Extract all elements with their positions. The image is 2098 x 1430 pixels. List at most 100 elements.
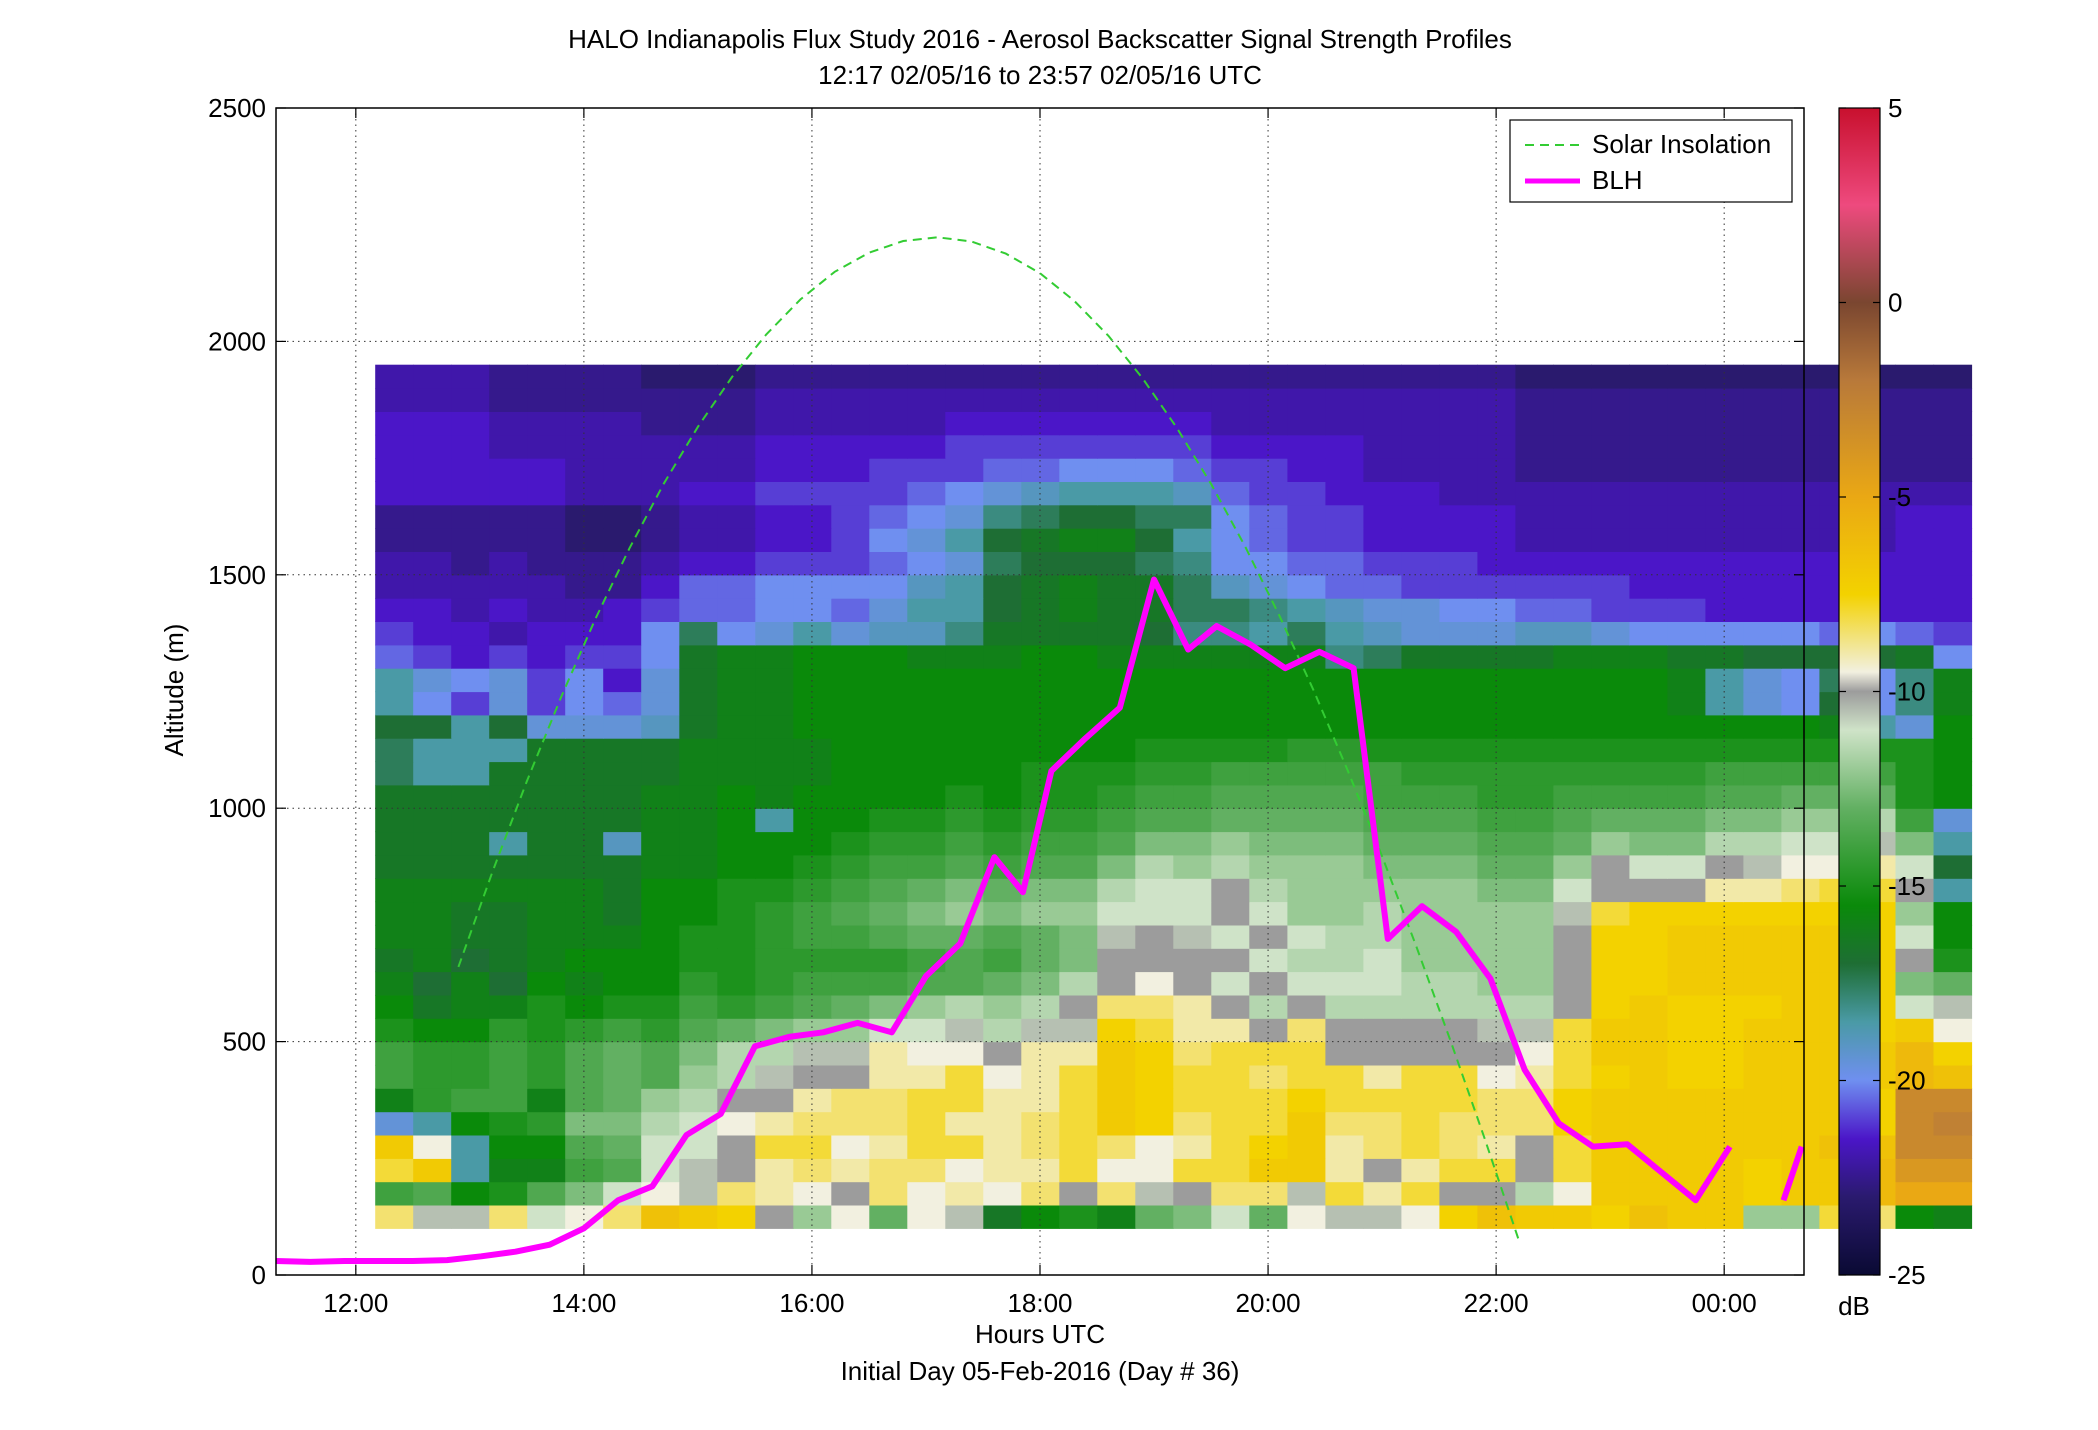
heatmap-cell	[451, 598, 490, 622]
heatmap-cell	[1781, 878, 1820, 903]
heatmap-cell	[983, 1181, 1022, 1206]
heatmap-cell	[679, 854, 718, 879]
heatmap-cell	[1363, 388, 1402, 412]
heatmap-cell	[1287, 1088, 1326, 1113]
heatmap-cell	[527, 551, 566, 576]
heatmap-cell	[1439, 528, 1478, 552]
heatmap-cell	[413, 808, 452, 833]
heatmap-cell	[1135, 481, 1174, 506]
heatmap-cell	[527, 644, 566, 669]
heatmap-cell	[793, 901, 832, 926]
heatmap-cell	[793, 528, 832, 552]
heatmap-cell	[603, 481, 642, 506]
heatmap-cell	[527, 948, 566, 973]
heatmap-cell	[1439, 574, 1478, 599]
heatmap-cell	[1895, 551, 1935, 576]
heatmap-cell	[1781, 1018, 1820, 1043]
heatmap-cell	[907, 994, 946, 1019]
legend-label-blh: BLH	[1592, 165, 1643, 195]
heatmap-cell	[1135, 761, 1174, 786]
heatmap-cell	[1097, 1205, 1136, 1229]
x-tick-label: 16:00	[779, 1288, 844, 1318]
heatmap-cell	[1021, 481, 1060, 506]
heatmap-cell	[451, 1135, 490, 1159]
heatmap-cell	[831, 924, 870, 949]
heatmap-cell	[1477, 1111, 1516, 1136]
heatmap-cell	[1743, 1018, 1782, 1043]
heatmap-cell	[1553, 691, 1592, 716]
heatmap-cell	[1781, 854, 1820, 879]
heatmap-cell	[1895, 1205, 1935, 1229]
heatmap-cell	[1515, 901, 1554, 926]
heatmap-cell	[1325, 1181, 1364, 1206]
heatmap-cell	[1439, 1205, 1478, 1229]
heatmap-cell	[413, 738, 452, 763]
heatmap-cell	[641, 714, 680, 739]
heatmap-cell	[755, 784, 794, 809]
heatmap-cell	[1363, 691, 1402, 716]
heatmap-cell	[1021, 738, 1060, 763]
heatmap-cell	[1173, 714, 1212, 739]
heatmap-cell	[451, 1205, 490, 1229]
heatmap-cell	[1249, 551, 1288, 576]
heatmap-cell	[717, 691, 756, 716]
heatmap-cell	[831, 854, 870, 879]
heatmap-cell	[1667, 388, 1706, 412]
heatmap-cell	[1933, 1088, 1973, 1113]
y-tick-label: 1500	[208, 560, 266, 590]
heatmap-cell	[1667, 1205, 1706, 1229]
heatmap-cell	[1667, 621, 1706, 646]
heatmap-cell	[1667, 668, 1706, 693]
heatmap-cell	[1933, 364, 1973, 389]
heatmap-cell	[451, 388, 490, 412]
heatmap-cell	[1021, 1041, 1060, 1066]
heatmap-cell	[375, 971, 414, 996]
heatmap-cell	[375, 364, 414, 389]
heatmap-cell	[1287, 598, 1326, 622]
heatmap-cell	[983, 1135, 1022, 1159]
heatmap-cell	[489, 644, 528, 669]
heatmap-cell	[983, 831, 1022, 856]
heatmap-cell	[907, 714, 946, 739]
heatmap-cell	[375, 854, 414, 879]
heatmap-cell	[1097, 971, 1136, 996]
heatmap-cell	[983, 878, 1022, 903]
heatmap-cell	[1173, 761, 1212, 786]
heatmap-cell	[1439, 808, 1478, 833]
heatmap-cell	[603, 364, 642, 389]
heatmap-cell	[1363, 458, 1402, 482]
heatmap-cell	[1021, 948, 1060, 973]
heatmap-cell	[1743, 574, 1782, 599]
heatmap-cell	[793, 551, 832, 576]
heatmap-cell	[489, 388, 528, 412]
heatmap-cell	[1173, 574, 1212, 599]
heatmap-cell	[983, 994, 1022, 1019]
heatmap-cell	[1325, 971, 1364, 996]
heatmap-cell	[1287, 878, 1326, 903]
heatmap-cell	[1553, 411, 1592, 436]
heatmap-cell	[413, 901, 452, 926]
heatmap-cell	[945, 1111, 984, 1136]
heatmap-cell	[565, 1181, 604, 1206]
heatmap-cell	[1211, 831, 1250, 856]
heatmap-cell	[1249, 714, 1288, 739]
heatmap-cell	[1781, 831, 1820, 856]
heatmap-cell	[527, 1088, 566, 1113]
heatmap-cell	[1895, 364, 1935, 389]
heatmap-cell	[1325, 551, 1364, 576]
heatmap-cell	[907, 411, 946, 436]
heatmap-cell	[1363, 948, 1402, 973]
heatmap-cell	[413, 761, 452, 786]
heatmap-cell	[1933, 388, 1973, 412]
heatmap-cell	[1895, 878, 1935, 903]
heatmap-cell	[641, 994, 680, 1019]
heatmap-cell	[1325, 901, 1364, 926]
heatmap-cell	[1401, 1135, 1440, 1159]
heatmap-cell	[1439, 714, 1478, 739]
heatmap-cell	[1059, 668, 1098, 693]
heatmap-cell	[1439, 1158, 1478, 1183]
heatmap-cell	[755, 388, 794, 412]
heatmap-cell	[1249, 458, 1288, 482]
heatmap-cell	[679, 1111, 718, 1136]
heatmap-cell	[1705, 1135, 1744, 1159]
